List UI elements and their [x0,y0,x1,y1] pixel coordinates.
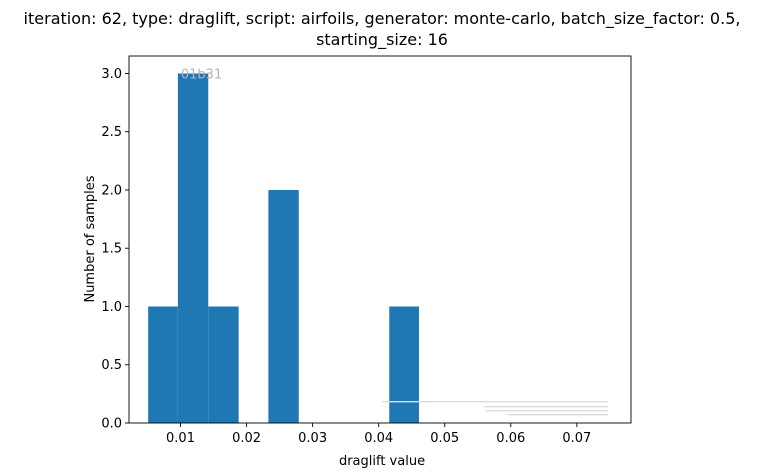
y-tick-label: 0.0 [101,417,122,432]
x-tick-label: 0.04 [364,431,393,446]
x-tick-label: 0.03 [298,431,327,446]
y-tick-label: 2.0 [101,183,122,198]
plot-area-border [128,55,632,424]
plot-frame [128,55,632,424]
y-tick-label: 1.0 [101,300,122,315]
chart-title-line-2: starting_size: 16 [316,30,448,50]
x-axis: 0.01 0.02 0.03 0.04 0.05 0.06 0.07 [166,423,591,446]
histogram-bar [148,306,178,423]
chart-title-line-1: iteration: 62, type: draglift, script: a… [24,9,741,29]
chart-title: iteration: 62, type: draglift, script: a… [24,9,741,50]
y-tick-label: 1.5 [101,242,122,257]
y-tick-label: 2.5 [101,125,122,140]
histogram-bar [177,73,209,423]
fine-print-watermark [382,401,608,416]
x-tick-label: 0.02 [232,431,261,446]
y-tick-label: 3.0 [101,67,122,82]
x-tick-label: 0.05 [430,431,459,446]
histogram-bar [389,306,419,423]
x-tick-label: 0.01 [166,431,195,446]
histogram-bar [268,189,299,423]
annotation-label: 01b31 [181,67,222,82]
chart-annotations: 01b31 [181,67,608,416]
x-tick-label: 0.06 [496,431,525,446]
histogram-bars [148,73,419,423]
x-axis-label: draglift value [339,454,425,469]
y-tick-label: 0.5 [101,358,122,373]
histogram-bar [208,306,239,423]
y-axis-label: Number of samples [83,175,98,302]
y-axis: 0.0 0.5 1.0 1.5 2.0 2.5 3.0 [101,67,129,432]
x-tick-label: 0.07 [562,431,591,446]
